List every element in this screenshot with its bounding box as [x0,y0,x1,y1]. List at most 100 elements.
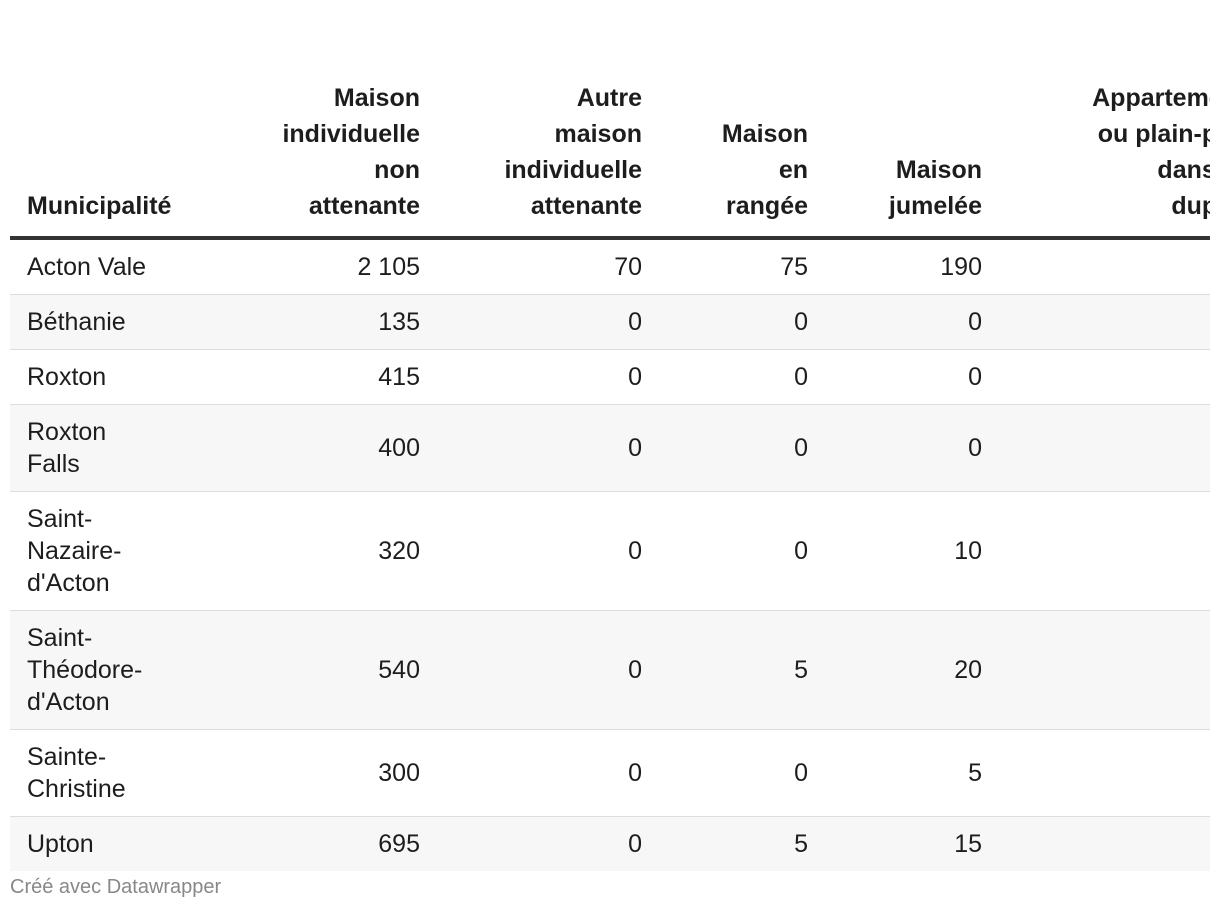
cell-text: 190 [940,253,982,281]
cell-text: 0 [628,363,642,391]
value-cell: 20 [808,610,982,730]
cell-text: 0 [968,308,982,336]
cell-text: 15 [954,830,982,858]
cell-text: 135 [378,308,420,336]
municipality-cell: Saint-Nazaire-d'Acton [10,491,250,611]
header-line: Appartemen [1092,84,1210,112]
value-cell: 0 [420,816,642,871]
cell-text: 415 [378,363,420,391]
cell-text: 5 [794,656,808,684]
value-cell: 22 [982,238,1210,295]
header-line: dans u [1157,156,1210,184]
cell-text: 5 [968,759,982,787]
municipality-cell: Béthanie [10,294,250,350]
cell-text: 300 [378,759,420,787]
value-cell: 5 [642,610,808,730]
header-line: Maison [895,156,982,184]
value-cell [982,294,1210,350]
value-cell: 0 [808,404,982,492]
header-line: en [778,156,808,184]
value-cell: 0 [420,349,642,405]
value-cell: 3 [982,816,1210,871]
cell-text: 0 [628,308,642,336]
table-row: Béthanie 135 0 0 0 [10,294,1210,350]
cell-text: 0 [794,363,808,391]
cell-text: 540 [378,656,420,684]
value-cell [982,729,1210,817]
value-cell: 540 [250,610,420,730]
cell-text: 0 [628,434,642,462]
value-cell: 415 [250,349,420,405]
cell-text: 22 [982,251,1210,283]
cell-text: 0 [968,434,982,462]
header-line: Maison [333,84,420,112]
header-line: Maison [721,120,808,148]
municipality-cell: Roxton Falls [10,404,250,492]
cell-text: 695 [378,830,420,858]
column-header: Appartemen ou plain-pie dans u duple [982,80,1210,240]
cell-text: 2 [982,535,1210,567]
table-row: Acton Vale 2 105 70 75 19022 [10,238,1210,295]
cell-text: Sainte-Christine [27,743,126,803]
value-cell: 0 [642,349,808,405]
cell-text: Saint-Nazaire-d'Acton [27,505,122,597]
cell-text: 2 105 [357,253,420,281]
value-cell: 0 [808,294,982,350]
value-cell: 0 [420,404,642,492]
cell-text: 20 [954,656,982,684]
cell-text: 0 [794,434,808,462]
header-row: Municipalité Maison individuelle non attenan… [10,80,1210,240]
municipality-cell: Acton Vale [10,238,250,295]
table-row: Upton 695 0 5 153 [10,816,1210,871]
header-line: duple [1171,192,1210,220]
value-cell: 5 [642,816,808,871]
column-header: Autre maison individuelle attenante [420,80,642,240]
header-line: attenante [530,192,642,220]
value-cell: 70 [420,238,642,295]
value-cell: 0 [642,491,808,611]
cell-text: Roxton [27,363,107,391]
value-cell: 0 [808,349,982,405]
header-line: rangée [726,192,808,220]
cell-text: 0 [968,363,982,391]
table-row: Roxton4150001 [10,349,1210,405]
cell-text: 0 [794,308,808,336]
header-line: individuelle [282,120,420,148]
cell-text: 320 [378,537,420,565]
value-cell: 0 [420,294,642,350]
value-cell: 15 [808,816,982,871]
value-cell: 0 [642,404,808,492]
cell-text: 0 [628,656,642,684]
municipality-cell: Sainte-Christine [10,729,250,817]
cell-text: 0 [794,759,808,787]
cell-text: 0 [628,759,642,787]
cell-text: Béthanie [27,308,126,336]
municipality-cell: Saint-Théodore-d'Acton [10,610,250,730]
cell-text: 4 [982,432,1210,464]
value-cell: 1 [982,349,1210,405]
cell-text: 5 [794,830,808,858]
table-row: Sainte-Christine 300 0 0 5 [10,729,1210,817]
table-wrapper: Municipalité Maison individuelle non attenan… [10,80,1210,871]
column-header: Municipalité [10,80,250,240]
value-cell: 0 [420,610,642,730]
municipality-cell: Roxton [10,349,250,405]
cell-text: Saint-Théodore-d'Acton [27,624,143,716]
header-line: Autre [576,84,642,112]
cell-text: 3 [982,828,1210,860]
value-cell: 2 105 [250,238,420,295]
cell-text: 400 [378,434,420,462]
table-row: Roxton Falls4000004 [10,404,1210,492]
cell-text: 70 [614,253,642,281]
header-line: individuelle [504,156,642,184]
cell-text: 1 [982,361,1210,393]
table-row: Saint-Théodore-d'Acton 540 0 5 201 [10,610,1210,730]
municipality-cell: Upton [10,816,250,871]
value-cell: 0 [420,729,642,817]
value-cell: 400 [250,404,420,492]
value-cell: 1 [982,610,1210,730]
value-cell: 0 [642,729,808,817]
value-cell: 300 [250,729,420,817]
